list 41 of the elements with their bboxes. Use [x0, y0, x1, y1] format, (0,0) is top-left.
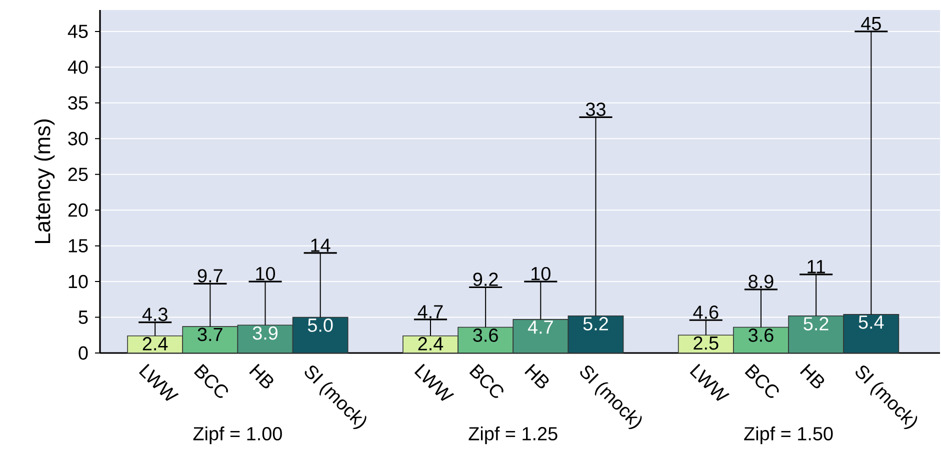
- data-label: 3.9: [252, 326, 278, 340]
- annotation: 8.9: [748, 274, 774, 288]
- data-label: 5.2: [583, 317, 608, 330]
- y-tick-label: 40: [68, 60, 88, 74]
- data-label: 5.2: [804, 317, 828, 330]
- annotation: 10: [256, 266, 276, 280]
- data-label: 2.4: [142, 337, 168, 350]
- annotation: 10: [532, 266, 550, 280]
- annotation: 33: [586, 102, 606, 116]
- x-tick-label: Zipf = 1.50: [744, 426, 833, 444]
- data-label: 3.6: [473, 328, 498, 342]
- y-tick-label: 45: [68, 24, 88, 38]
- annotation: 9.7: [198, 269, 222, 282]
- data-label: 2.5: [694, 336, 718, 350]
- data-label: 3.6: [748, 328, 774, 342]
- y-tick-label: 30: [68, 132, 88, 146]
- annotation: 4.3: [142, 308, 168, 322]
- annotation: 9.2: [473, 272, 498, 286]
- y-tick-label: 35: [68, 96, 88, 110]
- text: HB: [249, 364, 274, 388]
- text: HB: [800, 364, 824, 388]
- data-label: 2.4: [418, 337, 444, 350]
- data-label: 3.7: [198, 328, 222, 342]
- annotation: 4.6: [693, 306, 718, 319]
- y-tick-label: 25: [68, 168, 88, 182]
- annotation: 11: [808, 260, 825, 274]
- y-tick-label: 10: [68, 274, 88, 288]
- y-tick-label: 5: [78, 310, 88, 324]
- data-label: 5.0: [308, 318, 333, 332]
- annotation: 14: [311, 238, 330, 252]
- x-tick-label: Zipf = 1.25: [468, 426, 558, 444]
- x-tick-label: Zipf = 1.00: [193, 426, 282, 444]
- text: HB: [524, 364, 549, 388]
- annotation: 45: [861, 17, 881, 30]
- annotation: 4.7: [418, 305, 443, 318]
- y-axis-title: Latency (ms): [34, 120, 55, 244]
- data-label: 4.7: [528, 320, 553, 334]
- y-tick-label: 20: [68, 203, 88, 217]
- y-tick-label: 0: [78, 346, 88, 360]
- y-tick-label: 15: [68, 239, 88, 252]
- data-label: 5.4: [858, 316, 884, 329]
